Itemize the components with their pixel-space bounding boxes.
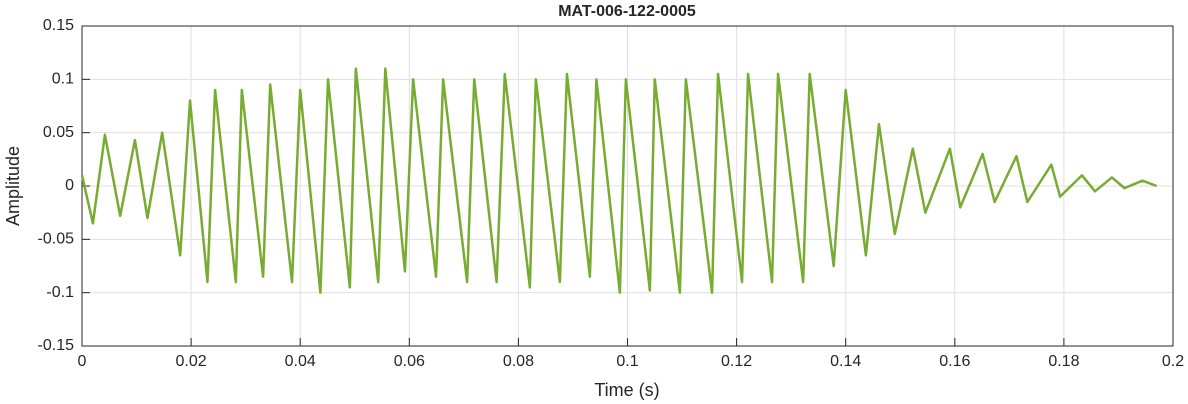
x-axis-label: Time (s)	[594, 380, 659, 400]
x-tick-label: 0.18	[1048, 353, 1079, 370]
x-tick-label: 0.1	[616, 353, 638, 370]
x-tick-label: 0.16	[939, 353, 970, 370]
y-tick-label: -0.1	[46, 284, 74, 301]
x-tick-label: 0.12	[721, 353, 752, 370]
x-tick-label: 0.06	[394, 353, 425, 370]
y-tick-label: 0.15	[43, 17, 74, 34]
x-tick-label: 0.2	[1162, 353, 1184, 370]
plot-frame	[81, 25, 1174, 347]
y-tick-label: 0.05	[43, 124, 74, 141]
y-tick-label: -0.05	[38, 231, 75, 248]
x-tick-label: 0.02	[176, 353, 207, 370]
y-tick-label: 0	[65, 177, 74, 194]
chart-title: MAT-006-122-0005	[558, 3, 696, 20]
waveform-line	[80, 67, 1158, 294]
x-tick-label: 0.04	[285, 353, 316, 370]
y-axis-label: Amplitude	[3, 146, 23, 226]
y-tick-label: -0.15	[38, 337, 75, 354]
x-tick-label: 0	[78, 353, 87, 370]
x-tick-label: 0.14	[830, 353, 861, 370]
x-tick-label: 0.08	[503, 353, 534, 370]
y-tick-label: 0.1	[52, 71, 74, 88]
